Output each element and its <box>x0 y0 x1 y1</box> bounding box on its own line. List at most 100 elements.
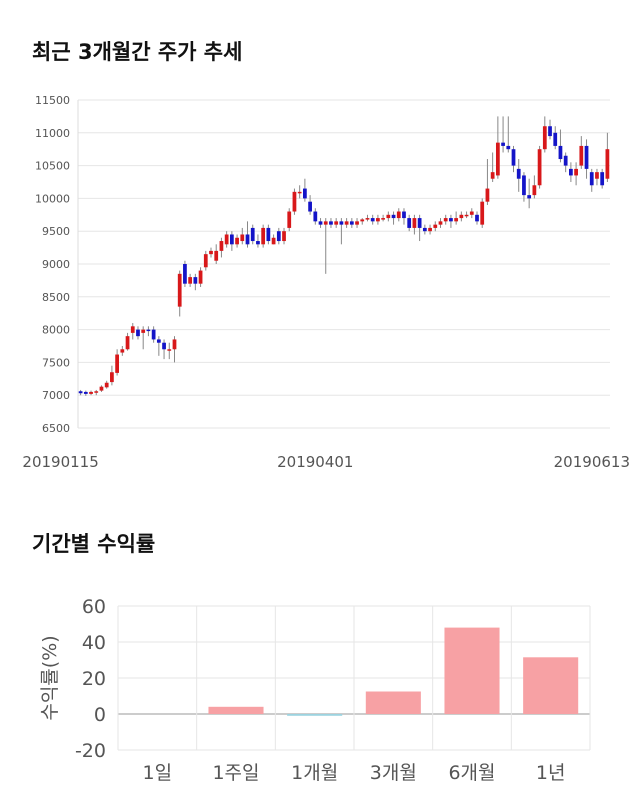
candle-body <box>120 349 125 353</box>
candle-body <box>506 145 511 150</box>
candle-body <box>480 201 485 225</box>
candle-body <box>553 132 558 146</box>
x-tick-label: 6개월 <box>448 762 495 784</box>
candle-body <box>130 326 135 333</box>
y-tick-label: 8500 <box>42 291 70 304</box>
candle-body <box>485 188 490 202</box>
candle-body <box>99 386 104 391</box>
candle-body <box>209 250 213 255</box>
price-chart-title: 최근 3개월간 주가 추세 <box>32 40 243 64</box>
candle-body <box>469 211 474 215</box>
candle-body <box>365 218 370 220</box>
candle-body <box>115 354 119 373</box>
candle-body <box>94 391 99 393</box>
candle-body <box>329 221 333 225</box>
candle-body <box>261 227 266 245</box>
candle-body <box>407 218 412 228</box>
candle-body <box>136 329 140 337</box>
candle-body <box>370 218 375 222</box>
candle-body <box>110 372 114 383</box>
candle-body <box>276 231 281 242</box>
candle-body <box>292 191 297 212</box>
y-tick-label: 7500 <box>42 356 70 369</box>
y-tick-label: 60 <box>82 596 106 618</box>
candle-body <box>569 168 573 176</box>
candle-body <box>376 218 380 222</box>
candle-body <box>501 142 505 146</box>
candle-body <box>402 211 406 219</box>
candle-body <box>318 221 323 225</box>
y-tick-label: 11500 <box>35 94 70 107</box>
candle-body <box>459 214 464 219</box>
candle-body <box>151 329 156 340</box>
candle-body <box>422 227 427 232</box>
candle-body <box>563 155 568 166</box>
candle-body <box>198 270 203 284</box>
candle-body <box>600 172 605 186</box>
y-tick-label: 6500 <box>42 422 70 435</box>
candle-body <box>391 214 396 219</box>
candle-body <box>558 145 563 160</box>
y-tick-label: 9000 <box>42 258 70 271</box>
candle-body <box>396 211 401 219</box>
candle-body <box>156 339 161 343</box>
candle-body <box>542 126 547 150</box>
candle-body <box>417 218 422 228</box>
candle-body <box>511 149 516 166</box>
candle-body <box>344 221 349 225</box>
candle-body <box>412 218 417 228</box>
return-chart-title: 기간별 수익률 <box>32 532 156 556</box>
candle-body <box>183 264 187 284</box>
candle-body <box>78 391 83 394</box>
y-tick-label: 9500 <box>42 225 70 238</box>
candle-body <box>193 277 198 284</box>
bar-1개월 <box>287 714 343 716</box>
candle-body <box>532 185 537 196</box>
candle-body <box>449 218 453 222</box>
x-tick-label: 20190613 <box>554 453 630 471</box>
candle-body <box>323 221 328 225</box>
candle-body <box>339 221 344 225</box>
candle-body <box>516 168 521 179</box>
candlestick-chart: 6500 7000 7500 8000 8500 9000 9500 10000 10500 11… <box>22 94 630 471</box>
candle-body <box>104 382 109 388</box>
y-tick-label: 10000 <box>35 192 70 205</box>
candle-body <box>271 237 276 245</box>
candle-body <box>360 219 365 222</box>
x-tick-label: 1개월 <box>291 762 338 784</box>
candle-body <box>522 175 526 196</box>
candle-body <box>428 227 432 232</box>
candle-body <box>282 231 286 242</box>
bar-6개월 <box>444 627 500 714</box>
candle-body <box>214 250 219 261</box>
x-tick-label: 1년 <box>536 762 566 784</box>
bar-1주일 <box>208 706 264 714</box>
candle-body <box>438 221 443 225</box>
y-tick-label: 8000 <box>42 324 70 337</box>
candle-body <box>146 329 151 332</box>
candle-body <box>89 391 93 394</box>
candle-body <box>162 342 166 350</box>
candle-body <box>595 172 599 179</box>
candle-body <box>266 227 271 242</box>
candle-body <box>224 234 229 245</box>
x-tick-label: 1주일 <box>212 762 259 784</box>
y-axis-label: 수익률(%) <box>39 635 61 720</box>
candle-body <box>177 273 182 307</box>
bar-1년 <box>523 657 579 714</box>
y-tick-label: -20 <box>75 740 106 762</box>
candle-body <box>188 277 193 284</box>
candle-body <box>203 254 208 268</box>
y-tick-label: 40 <box>82 632 106 654</box>
candle-body <box>537 149 542 186</box>
candle-body <box>475 214 479 222</box>
x-tick-label: 20190115 <box>22 453 98 471</box>
candle-body <box>256 241 260 245</box>
y-tick-label: 20 <box>82 668 106 690</box>
candle-body <box>219 241 224 251</box>
y-tick-label: 10500 <box>35 160 70 173</box>
y-tick-label: 0 <box>94 704 106 726</box>
candle-body <box>235 237 239 245</box>
candle-body <box>443 218 448 222</box>
x-tick-label: 1일 <box>143 762 173 784</box>
